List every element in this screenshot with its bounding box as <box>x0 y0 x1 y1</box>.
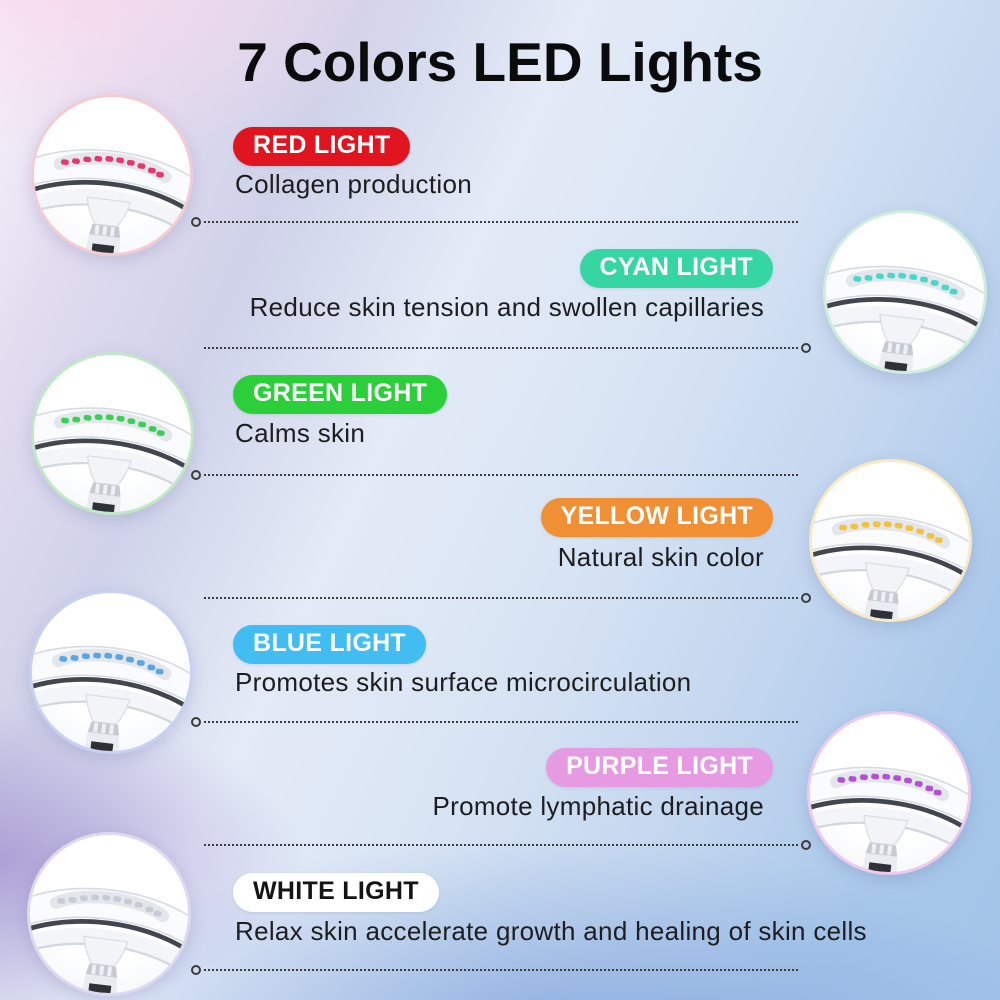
product-photo-purple-led <box>807 711 971 875</box>
section-divider <box>191 470 798 480</box>
divider-end-dot <box>191 470 201 480</box>
led-device-illustration <box>30 887 188 993</box>
product-photo-cyan-led <box>823 210 987 374</box>
product-photo-white-led <box>27 832 191 996</box>
cyan-light-badge: CYAN LIGHT <box>579 249 773 288</box>
blue-light-badge: BLUE LIGHT <box>233 625 426 664</box>
white-light-badge: WHITE LIGHT <box>233 873 439 912</box>
section-divider <box>204 593 811 603</box>
green-light-description: Calms skin <box>235 418 366 448</box>
divider-end-dot <box>801 593 811 603</box>
section-divider <box>191 965 798 975</box>
section-divider <box>204 840 811 850</box>
divider-end-dot <box>801 840 811 850</box>
purple-light-description: Promote lymphatic drainage <box>432 791 764 821</box>
yellow-light-badge: YELLOW LIGHT <box>540 498 773 537</box>
white-light-description: Relax skin accelerate growth and healing… <box>235 916 867 946</box>
section-divider <box>191 217 798 227</box>
led-device-illustration <box>810 766 968 872</box>
led-device-illustration <box>826 265 984 371</box>
section-divider <box>191 717 798 727</box>
divider-end-dot <box>191 217 201 227</box>
product-photo-green-led <box>31 352 194 515</box>
led-device-illustration <box>32 645 190 751</box>
cyan-light-description: Reduce skin tension and swollen capillar… <box>249 292 764 322</box>
yellow-light-description: Natural skin color <box>557 542 764 572</box>
led-device-illustration <box>34 407 191 512</box>
product-photo-red-led <box>31 94 193 256</box>
purple-light-badge: PURPLE LIGHT <box>546 748 773 787</box>
red-light-description: Collagen production <box>235 169 472 199</box>
divider-end-dot <box>191 965 201 975</box>
led-device-illustration <box>34 149 190 253</box>
green-light-badge: GREEN LIGHT <box>233 375 448 414</box>
product-photo-blue-led <box>29 590 193 754</box>
page-title: 7 Colors LED Lights <box>237 31 763 93</box>
divider-end-dot <box>801 343 811 353</box>
led-device-illustration <box>812 514 969 619</box>
section-divider <box>204 343 811 353</box>
product-photo-yellow-led <box>809 459 972 622</box>
red-light-badge: RED LIGHT <box>233 127 411 166</box>
blue-light-description: Promotes skin surface microcirculation <box>235 667 692 697</box>
divider-end-dot <box>191 717 201 727</box>
